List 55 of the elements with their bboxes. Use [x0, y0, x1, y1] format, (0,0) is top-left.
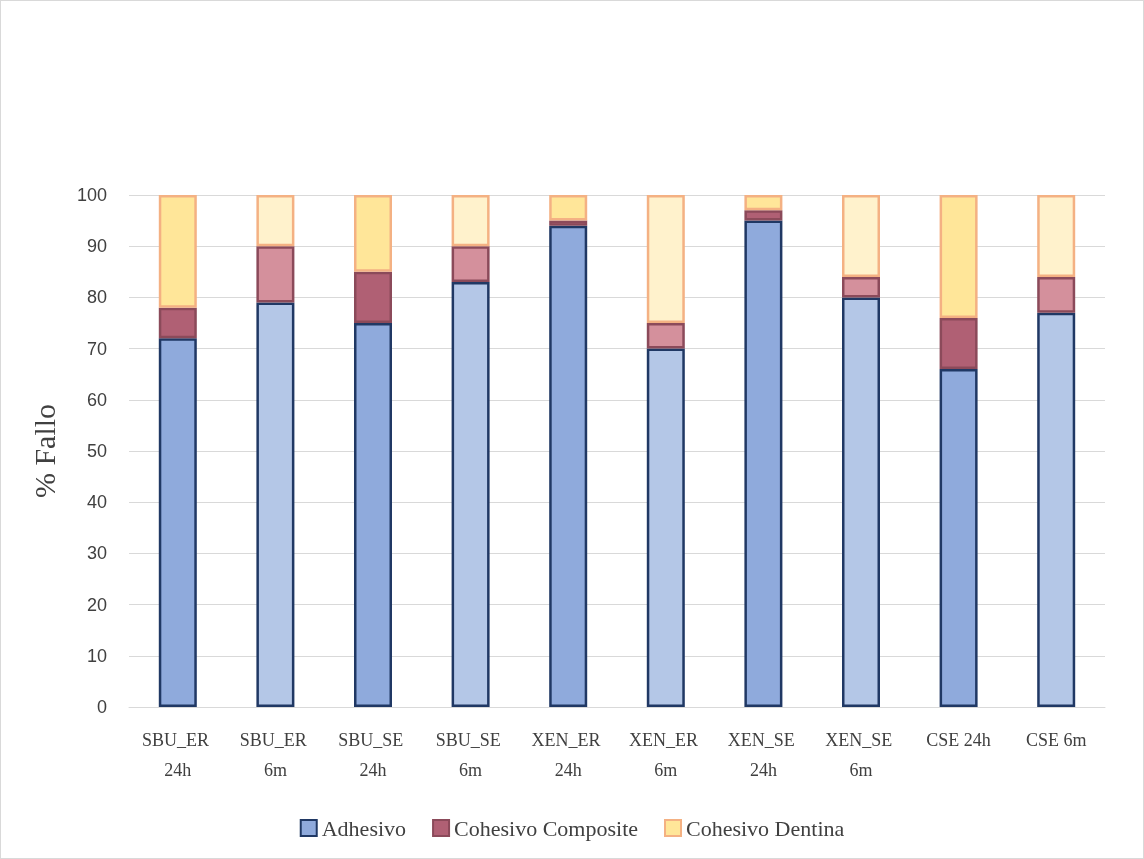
bar: [646, 323, 685, 349]
bar: [451, 246, 490, 283]
x-tick-label: XEN_ER 24h: [531, 730, 605, 780]
y-tick-label: 40: [86, 492, 107, 513]
x-tick-label: SBU_ER 24h: [142, 730, 214, 780]
bar: [158, 338, 197, 707]
y-tick-label: 70: [86, 338, 107, 359]
bar: [354, 271, 392, 323]
bar: [939, 317, 978, 370]
bar: [451, 282, 490, 707]
bar: [646, 195, 685, 323]
x-tick-label: XEN_SE 6m: [825, 730, 897, 780]
bar: [744, 210, 783, 221]
y-tick-label: 30: [86, 543, 107, 564]
y-tick-label: 100: [76, 185, 107, 205]
bar: [842, 195, 880, 277]
bar: [158, 195, 197, 308]
legend-label: Cohesivo Composite: [454, 815, 639, 841]
bar: [158, 307, 197, 339]
bar: [256, 195, 295, 247]
bar: [842, 276, 880, 298]
x-tick-label: CSE 24h: [926, 730, 991, 750]
x-tick-label: SBU_SE 24h: [338, 730, 408, 780]
bar: [1037, 195, 1076, 277]
y-tick-label: 20: [86, 594, 107, 615]
bar: [1037, 312, 1076, 707]
x-tick-label: XEN_SE 24h: [727, 730, 800, 780]
y-tick-label: 50: [86, 441, 107, 461]
y-tick-label: 60: [86, 389, 107, 410]
y-tick-label: 10: [86, 645, 107, 666]
bar: [549, 195, 588, 221]
x-tick-label: SBU_ER 6m: [239, 730, 312, 780]
bar: [354, 195, 392, 272]
y-tick-label: 0: [96, 697, 107, 717]
bar: [939, 369, 978, 707]
bar: [1037, 276, 1076, 313]
bar: [256, 302, 295, 707]
bar: [744, 195, 783, 211]
legend-label: Cohesivo Dentina: [686, 815, 845, 841]
legend-label: Adhesivo: [321, 815, 407, 841]
bar: [549, 220, 588, 226]
bar: [256, 246, 295, 303]
bar: [451, 195, 490, 247]
bar: [646, 348, 685, 707]
y-axis-title: % Fallo: [27, 403, 61, 499]
y-tick-label: 80: [86, 287, 107, 308]
bar: [549, 225, 588, 707]
x-tick-label: XEN_ER 6m: [629, 730, 703, 780]
x-tick-label: CSE 6m: [1025, 730, 1087, 750]
x-tick-label: SBU_SE 6m: [435, 730, 506, 780]
bar: [939, 195, 978, 318]
bar: [744, 220, 783, 707]
y-tick-label: 90: [86, 236, 107, 257]
bar: [842, 297, 880, 707]
bar: [354, 323, 392, 707]
